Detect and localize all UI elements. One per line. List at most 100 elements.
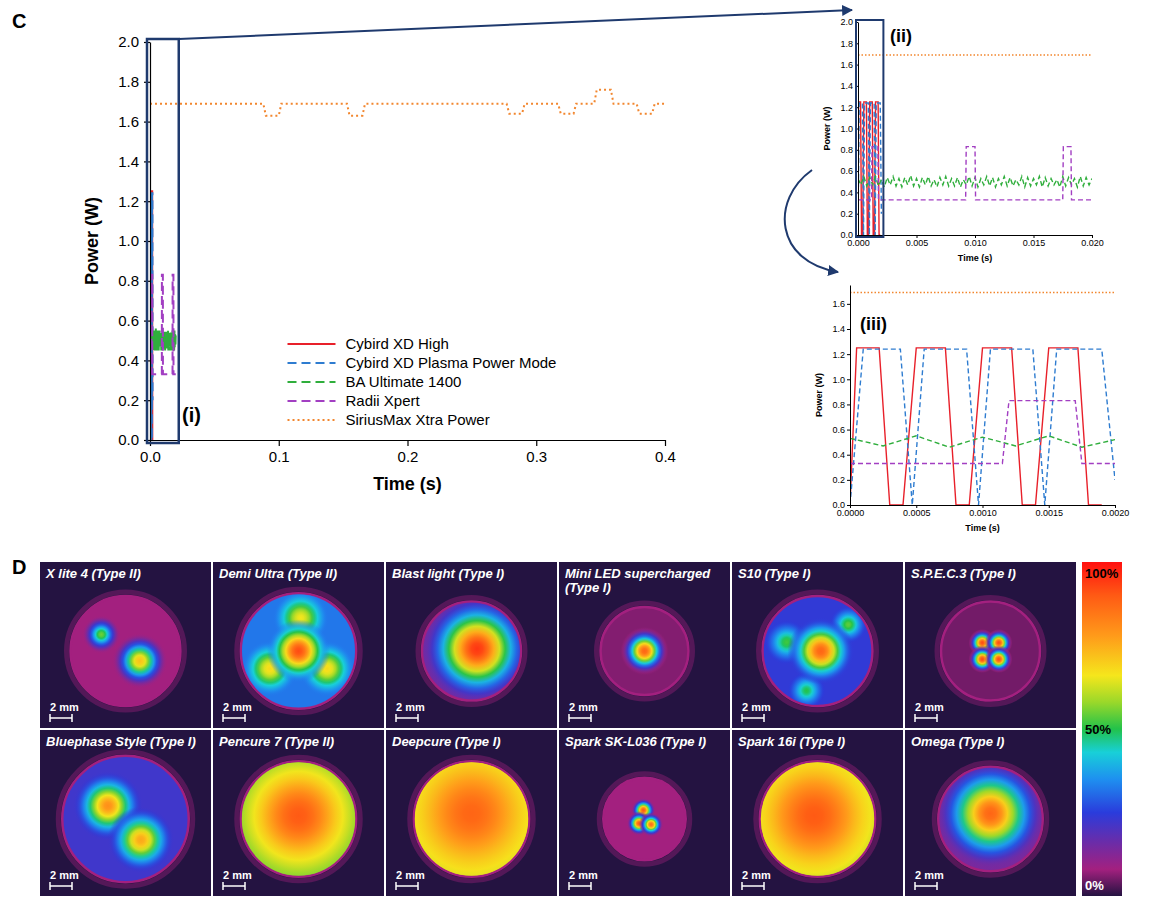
scale-bar-end [395, 714, 397, 722]
y-axis: 0.00.20.40.60.81.01.21.41.6 [832, 286, 850, 511]
x-tick: 0.0010 [969, 505, 997, 518]
image-background [40, 730, 211, 896]
x-tick: 0.4 [655, 440, 676, 465]
beam-image [40, 730, 211, 896]
y-tick-label: 1.0 [118, 232, 139, 249]
beam-image [732, 730, 903, 896]
aperture-halo [67, 592, 185, 710]
scale-bar-line [223, 717, 245, 719]
x-tick-mark [407, 440, 408, 446]
panel-label: C [12, 10, 26, 32]
y-tick-label: 1.0 [840, 124, 853, 134]
y-tick-label: 0.6 [118, 312, 139, 329]
colorbar: 100%50%0% [1082, 562, 1122, 896]
scale-bar-end [49, 882, 51, 890]
scale-bar-end [763, 714, 765, 722]
scale-bar-end [222, 714, 224, 722]
y-tick: 1.8 [118, 73, 150, 90]
image-background [386, 730, 557, 896]
profile-label: Spark SK-L036 (Type I) [565, 734, 706, 749]
y-tick: 1.0 [118, 232, 150, 249]
y-tick-mark [847, 354, 850, 355]
scale-bar-line [223, 885, 245, 887]
beam-profile: Demi Ultra (Type II)2 mm [213, 562, 384, 728]
x-tick: 0.1 [269, 440, 290, 465]
label-line: Bluephase Style (Type I) [46, 734, 196, 749]
beam-image [386, 730, 557, 896]
x-axis-title: Time (s) [373, 474, 442, 494]
y-tick: 1.2 [832, 350, 850, 360]
series-line [150, 90, 665, 116]
label-line: Blast light (Type I) [392, 566, 504, 581]
colorbar-tick-label: 50% [1085, 722, 1111, 737]
aperture-halo [599, 774, 690, 865]
series-line [850, 285, 1115, 300]
x-tick: 0.020 [1081, 235, 1104, 248]
x-tick-label: 0.010 [964, 238, 987, 248]
zoom-box [856, 20, 883, 237]
scale-bar-end [568, 714, 570, 722]
series-line [858, 48, 1092, 62]
scale-bar-line [396, 717, 418, 719]
image-background [559, 730, 730, 896]
colorbar-bar [1082, 562, 1122, 896]
colorbar-tick-label: 0% [1085, 878, 1104, 893]
spots [968, 629, 1013, 674]
hot-spot [107, 806, 174, 873]
y-tick: 0.0 [832, 500, 850, 510]
scale-bar-line [915, 717, 937, 719]
spots [391, 733, 553, 895]
label-line: Deepcure (Type I) [392, 734, 501, 749]
legend-swatch [288, 362, 336, 364]
series-line [850, 348, 1102, 505]
spots [421, 592, 534, 705]
y-tick-label: 1.2 [118, 193, 139, 210]
scale-bar-label: 2 mm [742, 869, 771, 881]
y-tick-label: 1.6 [832, 299, 845, 309]
x-tick-label: 0.2 [398, 448, 419, 465]
y-tick: 1.6 [832, 299, 850, 309]
inset-iii: 0.00000.00050.00100.00150.00200.00.20.40… [814, 284, 1150, 533]
y-tick-label: 0.6 [832, 425, 845, 435]
zoom-arrow [179, 10, 852, 39]
y-tick-label: 0.4 [840, 188, 853, 198]
label-line: X lite 4 (Type II) [45, 566, 141, 581]
x-tick-label: 0.3 [526, 448, 547, 465]
x-axis: 0.0000.0050.0100.0150.020 [847, 235, 1104, 248]
scale-bar-end [71, 714, 73, 722]
series-line [850, 435, 1115, 449]
scale-bar-line [742, 717, 764, 719]
scale-bar-end [417, 714, 419, 722]
label-line: S.P.E.C.3 (Type I) [911, 566, 1016, 581]
scale-bar-end [417, 882, 419, 890]
plot-lines [150, 90, 665, 440]
spots [73, 771, 175, 874]
hot-spot [733, 735, 895, 896]
y-axis-line [150, 43, 151, 441]
aperture-halo [237, 589, 361, 713]
label-line: S10 (Type I) [738, 566, 810, 581]
scale-bar-end [741, 714, 743, 722]
scale-bar-label: 2 mm [742, 701, 771, 713]
scale-bar [569, 714, 591, 722]
beam-profile: S.P.E.C.3 (Type I)2 mm [905, 562, 1076, 728]
aperture-halo [58, 752, 193, 887]
hot-spot [421, 592, 534, 705]
profile-label: X lite 4 (Type II) [45, 566, 141, 581]
scale-bar [396, 714, 418, 722]
x-axis: 0.0 0.1 0.2 0.3 0.4 [140, 440, 676, 465]
y-tick-label: 0.2 [840, 209, 853, 219]
scale-bar-label: 2 mm [396, 701, 425, 713]
spots [225, 742, 373, 890]
x-tick-label: 0.0020 [1102, 508, 1130, 518]
profile-label: Pencure 7 (Type II) [219, 734, 334, 749]
y-tick-mark [847, 329, 850, 330]
image-background [40, 562, 211, 728]
series-line [150, 275, 176, 375]
scale-bar [742, 882, 764, 890]
y-tick-label: 0.8 [832, 400, 845, 410]
series-line [850, 349, 1115, 505]
aperture [62, 756, 189, 883]
x-tick-label: 0.020 [1081, 238, 1104, 248]
x-tick-label: 0.0 [140, 448, 161, 465]
